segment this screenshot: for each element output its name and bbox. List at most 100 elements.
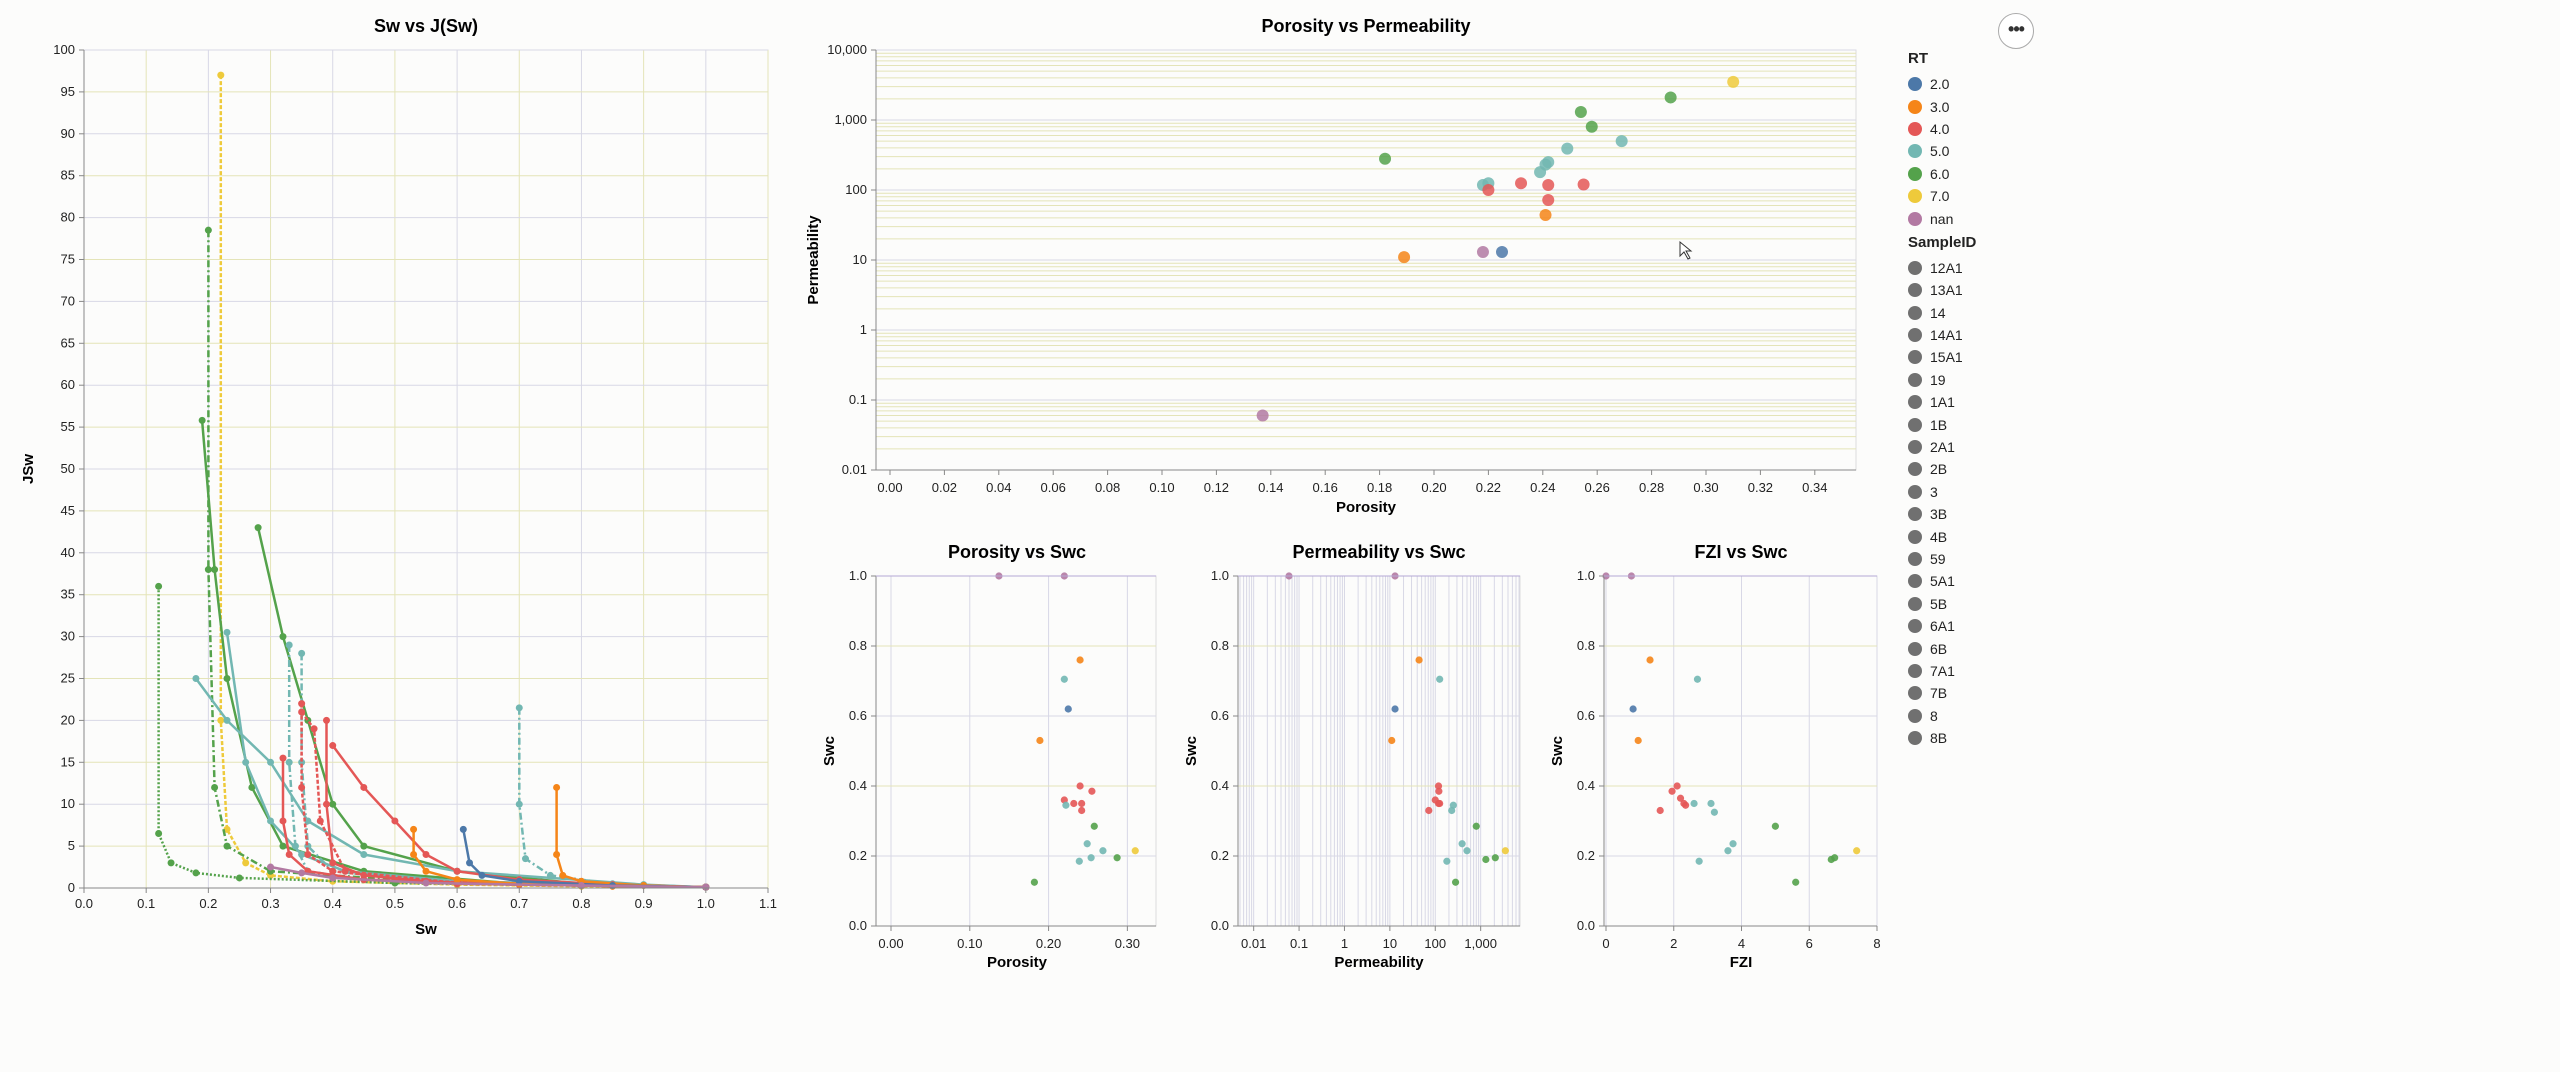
legend-item-sampleid[interactable]: 8 <box>1908 705 1976 727</box>
legend-item-rt[interactable]: nan <box>1908 207 1976 229</box>
legend-item-rt[interactable]: 2.0 <box>1908 73 1976 95</box>
data-point <box>1682 801 1690 809</box>
x-tick-label: 0.4 <box>324 896 342 911</box>
legend-swatch <box>1908 395 1922 410</box>
data-point <box>285 641 293 649</box>
data-point <box>1668 787 1676 795</box>
x-tick-label: 1.0 <box>697 896 715 911</box>
data-point <box>1448 806 1456 815</box>
data-point <box>1693 675 1702 683</box>
chart-fzi-vs-swc: FZI vs Swc 0 2 4 6 8 0.0 0.2 0.4 0.6 0.8 1.0 FZI S… <box>1549 542 1881 971</box>
x-tick-label: 0.04 <box>986 480 1011 495</box>
x-tick-label: 4 <box>1738 936 1745 951</box>
legend-item-sampleid[interactable]: 3 <box>1908 481 1976 503</box>
y-tick-label: 75 <box>61 252 75 267</box>
legend-swatch <box>1908 189 1922 204</box>
data-point <box>1491 854 1499 862</box>
data-point <box>478 871 486 879</box>
data-point <box>304 850 312 858</box>
series-line <box>200 420 706 889</box>
y-tick-label: 0.8 <box>1577 638 1595 653</box>
data-point <box>291 842 299 850</box>
legend-item-sampleid[interactable]: 5A1 <box>1908 570 1976 592</box>
y-tick-label: 1.0 <box>1211 568 1229 583</box>
legend-item-sampleid[interactable]: 2B <box>1908 458 1976 480</box>
y-tick-label: 1,000 <box>834 112 867 127</box>
y-tick-label: 0 <box>68 880 75 895</box>
legend-item-sampleid[interactable]: 13A1 <box>1908 279 1976 301</box>
legend-swatch <box>1908 619 1922 634</box>
data-point <box>1451 878 1460 886</box>
legend-item-label: 5A1 <box>1930 573 1955 590</box>
legend-item-sampleid[interactable]: 8B <box>1908 727 1976 749</box>
data-point <box>1724 847 1732 855</box>
x-tick-label: 1,000 <box>1464 936 1497 951</box>
legend-item-label: 1A1 <box>1930 394 1955 411</box>
legend-item-sampleid[interactable]: 14A1 <box>1908 324 1976 346</box>
legend-swatch <box>1908 305 1922 320</box>
legend-item-sampleid[interactable]: 1A1 <box>1908 391 1976 413</box>
legend-item-sampleid[interactable]: 6A1 <box>1908 615 1976 637</box>
x-tick-label: 0.02 <box>932 480 957 495</box>
data-point <box>329 800 337 808</box>
legend-item-rt[interactable]: 4.0 <box>1908 118 1976 140</box>
data-point <box>466 859 474 867</box>
data-point <box>155 582 163 590</box>
data-point <box>1539 208 1552 221</box>
x-tick-label: 0.26 <box>1585 480 1610 495</box>
data-point <box>1515 177 1528 190</box>
legend-item-sampleid[interactable]: 7A1 <box>1908 660 1976 682</box>
legend-swatch <box>1908 372 1922 387</box>
legend-item-sampleid[interactable]: 3B <box>1908 503 1976 525</box>
legend-item-sampleid[interactable]: 19 <box>1908 369 1976 391</box>
data-point <box>1436 675 1444 683</box>
legend-item-label: 8 <box>1930 707 1938 724</box>
y-tick-label: 10 <box>853 252 867 267</box>
series-line <box>462 829 706 889</box>
data-point <box>1463 847 1471 855</box>
legend-item-sampleid[interactable]: 14 <box>1908 302 1976 324</box>
legend-item-sampleid[interactable]: 2A1 <box>1908 436 1976 458</box>
x-axis-label: Permeability <box>1334 954 1424 971</box>
legend-item-sampleid[interactable]: 59 <box>1908 548 1976 570</box>
legend-item-sampleid[interactable]: 15A1 <box>1908 346 1976 368</box>
legend-swatch <box>1908 686 1922 701</box>
legend-item-sampleid[interactable]: 12A1 <box>1908 257 1976 279</box>
legend-item-sampleid[interactable]: 6B <box>1908 637 1976 659</box>
data-point <box>310 725 318 733</box>
series-line <box>219 75 706 889</box>
legend-item-rt[interactable]: 6.0 <box>1908 163 1976 185</box>
x-tick-label: 0.34 <box>1802 480 1827 495</box>
chart-title: Porosity vs Swc <box>948 542 1086 562</box>
legend-item-rt[interactable]: 7.0 <box>1908 185 1976 207</box>
data-point <box>546 871 554 879</box>
legend-item-rt[interactable]: 3.0 <box>1908 95 1976 117</box>
legend-item-sampleid[interactable]: 4B <box>1908 525 1976 547</box>
data-point <box>267 817 275 825</box>
x-tick-label: 0.9 <box>635 896 653 911</box>
legend-item-label: 6B <box>1930 640 1948 657</box>
x-tick-label: 1.1 <box>759 896 777 911</box>
legend-item-sampleid[interactable]: 5B <box>1908 593 1976 615</box>
legend-swatch <box>1908 462 1922 477</box>
legend-item-sampleid[interactable]: 7B <box>1908 682 1976 704</box>
legend-item-sampleid[interactable]: 1B <box>1908 413 1976 435</box>
x-tick-label: 0.16 <box>1313 480 1338 495</box>
legend-swatch <box>1908 731 1922 746</box>
y-tick-label: 50 <box>61 461 75 476</box>
data-point <box>235 874 243 882</box>
y-tick-label: 0.01 <box>842 462 867 477</box>
legend-item-rt[interactable]: 5.0 <box>1908 140 1976 162</box>
legend-title-sampleid: SampleID <box>1908 233 1977 251</box>
data-point <box>1458 840 1466 848</box>
data-point <box>1064 705 1072 713</box>
data-point <box>1087 854 1095 862</box>
data-point <box>1030 878 1038 886</box>
more-actions-button[interactable]: ••• <box>1998 13 2034 49</box>
data-point <box>1391 705 1399 713</box>
data-point <box>1379 152 1392 165</box>
data-point <box>1710 808 1718 816</box>
data-point <box>267 863 275 871</box>
chart-permeability-vs-swc: Permeability vs Swc 0.01 0.1 1 10 100 1,000 0.… <box>1183 542 1521 971</box>
